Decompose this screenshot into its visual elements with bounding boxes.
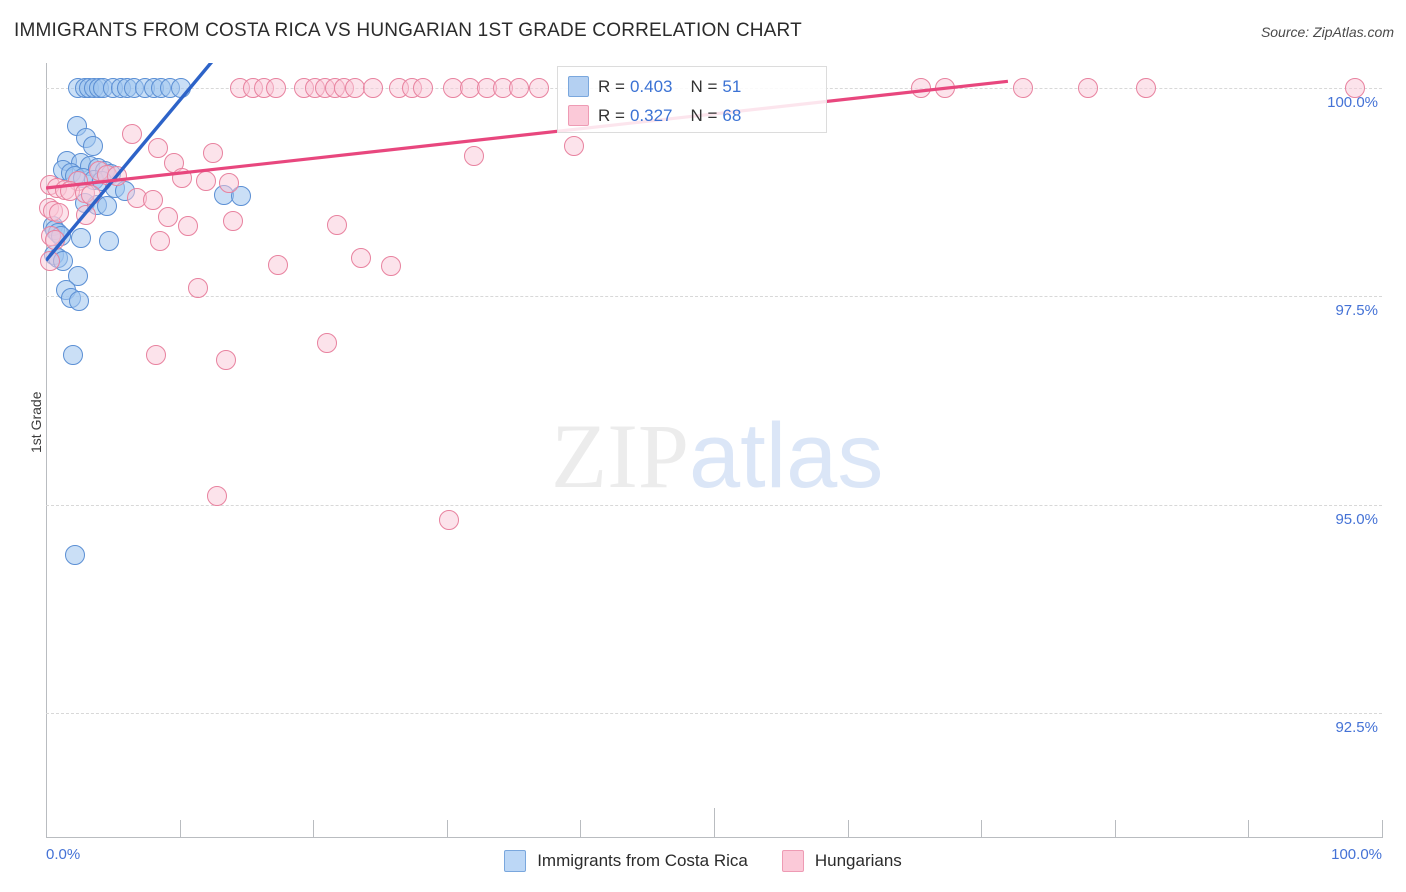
scatter-point [149,231,170,252]
chart-legend: Immigrants from Costa Rica Hungarians [0,850,1406,872]
stats-r-value-costa-rica: 0.403 [629,76,673,96]
x-tick-label: 0.0% [46,846,81,863]
scatter-point [145,344,166,365]
legend-label-costa-rica: Immigrants from Costa Rica [537,851,748,870]
stats-swatch-costa-rica [568,76,589,97]
y-tick-label: 97.5% [1335,302,1378,320]
scatter-point [1012,78,1033,98]
scatter-point [316,333,337,353]
scatter-point [508,78,529,98]
scatter-point [142,189,163,210]
trend-line [46,63,214,262]
stats-r-label-hungarians: R = [598,105,625,125]
x-tick-mark [446,820,448,838]
trend-lines [46,63,1009,262]
scatter-point [223,211,244,232]
scatter-point [1078,78,1099,98]
scatter-point [62,344,83,365]
scatter-point [69,291,90,312]
x-tick-mark [847,820,849,838]
legend-swatch-hungarians [781,850,804,872]
scatter-point [203,143,223,163]
scatter-point [157,207,178,228]
scatter-point [188,278,209,298]
scatter-point [1345,78,1366,98]
scatter-point [49,203,70,223]
gridline [46,504,1382,506]
scatter-point [351,248,372,268]
scatter-point [528,78,549,98]
scatter-point [97,196,118,217]
x-tick-mark [1114,820,1116,838]
stats-r-label-costa-rica: R = [598,76,625,96]
stats-r-value-hungarians: 0.327 [629,105,673,125]
y-tick-label: 92.5% [1335,719,1378,736]
page-title: IMMIGRANTS FROM COSTA RICA VS HUNGARIAN … [14,20,802,41]
scatter-point [98,230,119,251]
stats-n-label-hungarians: N = [690,105,718,125]
scatter-point [65,544,86,565]
y-axis-title: 1st Grade [28,391,44,453]
plot-area: ZIPatlas R = 0.403 N = 51 R = 0.327 N = … [28,63,1383,863]
stats-n-value-hungarians: 68 [722,105,742,125]
scatter-point [70,228,91,248]
scatter-point [265,78,286,98]
stats-n-label-costa-rica: N = [690,76,718,96]
stats-swatch-hungarians [568,105,589,126]
x-tick-mark [714,808,715,838]
legend-item-costa-rica[interactable]: Immigrants from Costa Rica [504,850,748,872]
scatter-point [268,254,289,275]
trend-line [46,79,1009,190]
scatter-point [1135,78,1156,98]
legend-swatch-costa-rica [504,850,527,872]
legend-label-hungarians: Hungarians [814,851,902,870]
x-tick-mark [1248,820,1250,838]
x-tick-mark [313,820,315,838]
scatter-point [148,138,169,158]
x-tick-label: 100.0% [1331,846,1382,863]
scatter-point [327,214,348,235]
scatter-point [68,266,89,287]
scatter-point [231,186,252,207]
scatter-point [463,146,484,167]
y-tick-label: 100.0% [1327,94,1378,111]
legend-item-hungarians[interactable]: Hungarians [781,850,902,872]
scatter-point [207,486,227,507]
x-tick-mark [981,820,983,838]
scatter-point [219,173,240,193]
gridline [46,296,1382,298]
source-note: Source: ZipAtlas.com [1260,24,1394,40]
scatter-point [412,78,433,98]
correlation-stats-box: R = 0.403 N = 51 R = 0.327 N = 68 [557,66,827,133]
scatter-point [40,251,61,272]
stats-row-hungarians: R = 0.327 N = 68 [568,101,818,130]
x-tick-mark [179,820,181,838]
scatter-point [380,256,401,277]
scatter-point [363,78,384,98]
x-tick-mark [46,820,47,838]
y-tick-label: 95.0% [1335,510,1378,528]
scatter-point [439,509,460,530]
scatter-point [82,136,103,157]
stats-n-value-costa-rica: 51 [722,76,742,96]
gridline [46,713,1382,714]
scatter-point [177,216,198,237]
x-tick-mark [580,820,582,838]
stats-row-costa-rica: R = 0.403 N = 51 [568,72,818,101]
scatter-point [216,349,237,370]
x-tick-mark [1382,820,1383,838]
scatter-point [563,136,584,157]
y-axis-line [46,63,47,838]
scatter-point [121,123,142,144]
